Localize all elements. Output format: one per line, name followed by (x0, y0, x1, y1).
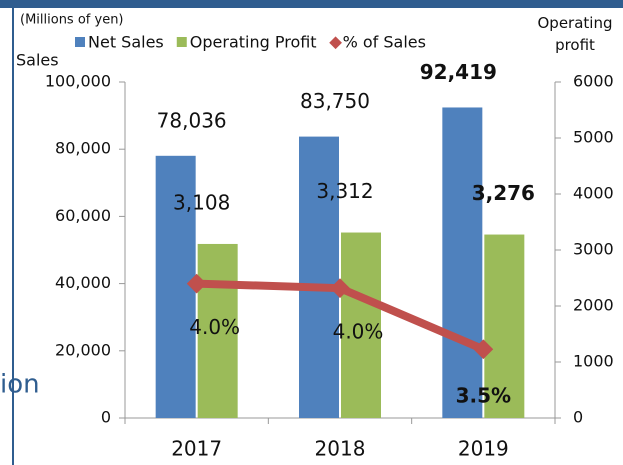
background-text: ion (0, 370, 40, 400)
y-tick-label: 40,000 (55, 273, 111, 292)
bar (155, 155, 196, 418)
y2-tick-label: 5000 (573, 128, 614, 147)
legend-label: % of Sales (343, 33, 426, 52)
data-label: 4.0% (189, 315, 240, 339)
header-stripe (0, 0, 623, 8)
y-tick-label: 60,000 (55, 206, 111, 225)
y-axis-title: Sales (16, 51, 59, 70)
data-label: 78,036 (157, 108, 227, 132)
y2-tick-label: 0 (573, 408, 583, 427)
y-tick-label: 80,000 (55, 139, 111, 158)
bar (442, 107, 483, 418)
y-tick-label: 0 (101, 408, 111, 427)
x-tick-label: 2017 (171, 437, 222, 461)
bar (484, 234, 525, 418)
data-label: 4.0% (333, 320, 384, 344)
marker (473, 339, 494, 360)
bar (299, 136, 339, 418)
y-tick-label: 20,000 (55, 340, 111, 359)
y2-axis-title: Operating profit (537, 14, 613, 54)
bar (197, 243, 238, 418)
y2-tick-label: 4000 (573, 184, 614, 203)
legend-marker (75, 37, 85, 47)
data-label: 3,108 (173, 190, 230, 214)
y2-tick-label: 2000 (573, 296, 614, 315)
bar (341, 232, 381, 418)
data-label: 83,750 (300, 89, 370, 113)
legend-marker (329, 36, 342, 50)
legend-label: Operating Profit (190, 33, 317, 52)
data-label: 3,276 (472, 181, 535, 205)
y2-tick-label: 1000 (573, 352, 614, 371)
y-tick-label: 100,000 (45, 72, 111, 91)
x-tick-label: 2018 (315, 437, 366, 461)
legend-marker (176, 37, 187, 47)
data-label: 92,419 (420, 60, 497, 84)
y2-tick-label: 3000 (573, 240, 614, 259)
note: (Millions of yen) (20, 13, 124, 28)
x-tick-label: 2019 (458, 437, 509, 461)
marker (186, 273, 207, 294)
y2-tick-label: 6000 (573, 72, 614, 91)
data-label: 3,312 (316, 179, 373, 203)
legend-label: Net Sales (88, 33, 164, 52)
marker (330, 278, 350, 299)
data-label: 3.5% (456, 384, 511, 408)
